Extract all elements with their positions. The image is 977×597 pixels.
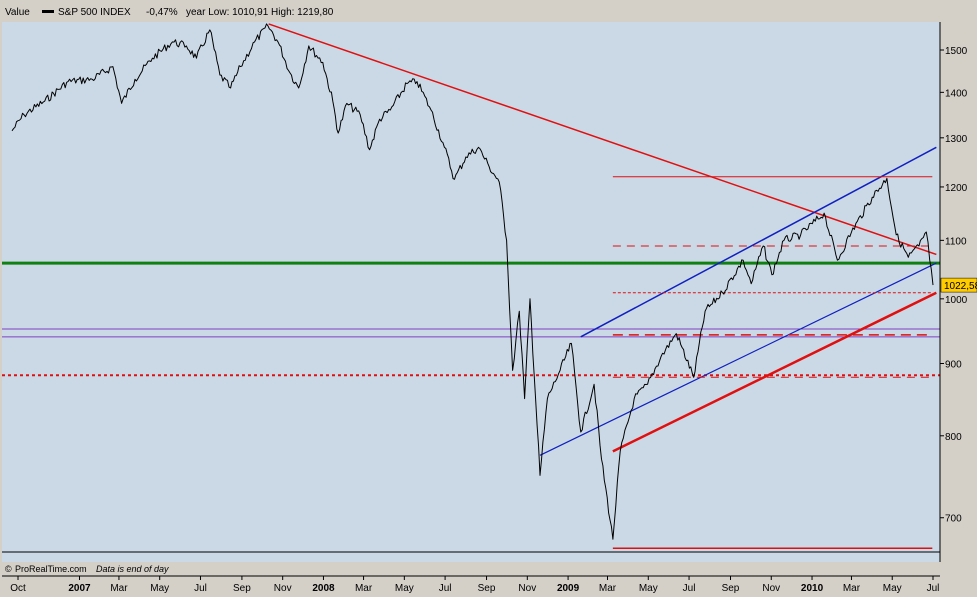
y-tick-label: 700 [945, 514, 962, 525]
y-tick-label: 1400 [945, 88, 968, 99]
x-tick-label: May [883, 583, 902, 594]
x-tick-label: Mar [843, 583, 861, 594]
copyright-icon: © [5, 564, 12, 574]
last-value-tag: 1022,58 [940, 277, 977, 293]
x-tick-label: Sep [478, 583, 496, 594]
x-tick-label: Mar [355, 583, 373, 594]
x-tick-label: 2008 [312, 583, 335, 594]
x-tick-label: Nov [274, 583, 292, 594]
y-tick-label: 1000 [945, 295, 968, 306]
data-note: Data is end of day [96, 564, 169, 574]
x-tick-label: 2010 [801, 583, 824, 594]
x-tick-label: Nov [762, 583, 780, 594]
source-label: ProRealTime.com [15, 564, 87, 574]
price-line [11, 23, 934, 540]
y-tick-label: 1300 [945, 134, 968, 145]
x-tick-label: Mar [599, 583, 617, 594]
series-name: S&P 500 INDEX [58, 7, 131, 18]
x-tick-label: Jul [927, 583, 940, 594]
x-axis-area [0, 562, 977, 597]
value-label: Value [5, 7, 30, 18]
x-tick-label: May [639, 583, 658, 594]
change-percent: -0,47% [146, 7, 178, 18]
trendline-2 [580, 146, 937, 338]
price-series [11, 23, 934, 540]
x-tick-label: Sep [233, 583, 251, 594]
x-tick-label: 2009 [557, 583, 580, 594]
x-tick-label: May [395, 583, 414, 594]
series-legend-swatch [42, 10, 54, 13]
y-axis: 700 800 900 1000 1100 1200 1300 1400 1500 [2, 22, 968, 562]
plot-area[interactable] [2, 22, 940, 562]
trendline-1 [612, 291, 937, 453]
x-tick-label: May [150, 583, 169, 594]
footer: © ProRealTime.com Data is end of day [5, 564, 169, 574]
y-tick-label: 800 [945, 432, 962, 443]
y-tick-label: 1200 [945, 183, 968, 194]
trendline-3 [539, 262, 937, 456]
x-tick-label: Sep [722, 583, 740, 594]
x-tick-label: 2007 [68, 583, 91, 594]
x-tick-label: Mar [110, 583, 128, 594]
last-value-box [940, 277, 977, 293]
chart-header: Value S&P 500 INDEX -0,47% year Low: 101… [5, 7, 334, 18]
x-tick-label: Oct [10, 583, 26, 594]
x-tick-label: Jul [194, 583, 207, 594]
y-tick-label: 1100 [945, 236, 967, 247]
x-tick-label: Nov [518, 583, 536, 594]
last-value-text: 1022,58 [944, 281, 977, 292]
x-axis: Oct 2007 Mar May Jul Sep Nov 2008 Mar May Jul Sep No… [0, 562, 977, 597]
y-tick-label: 1500 [945, 46, 968, 57]
horizontal-levels [2, 261, 940, 377]
year-range: year Low: 1010,91 High: 1219,80 [186, 7, 334, 18]
x-tick-label: Jul [439, 583, 452, 594]
x-tick-label: Jul [683, 583, 696, 594]
y-tick-label: 900 [945, 360, 962, 371]
